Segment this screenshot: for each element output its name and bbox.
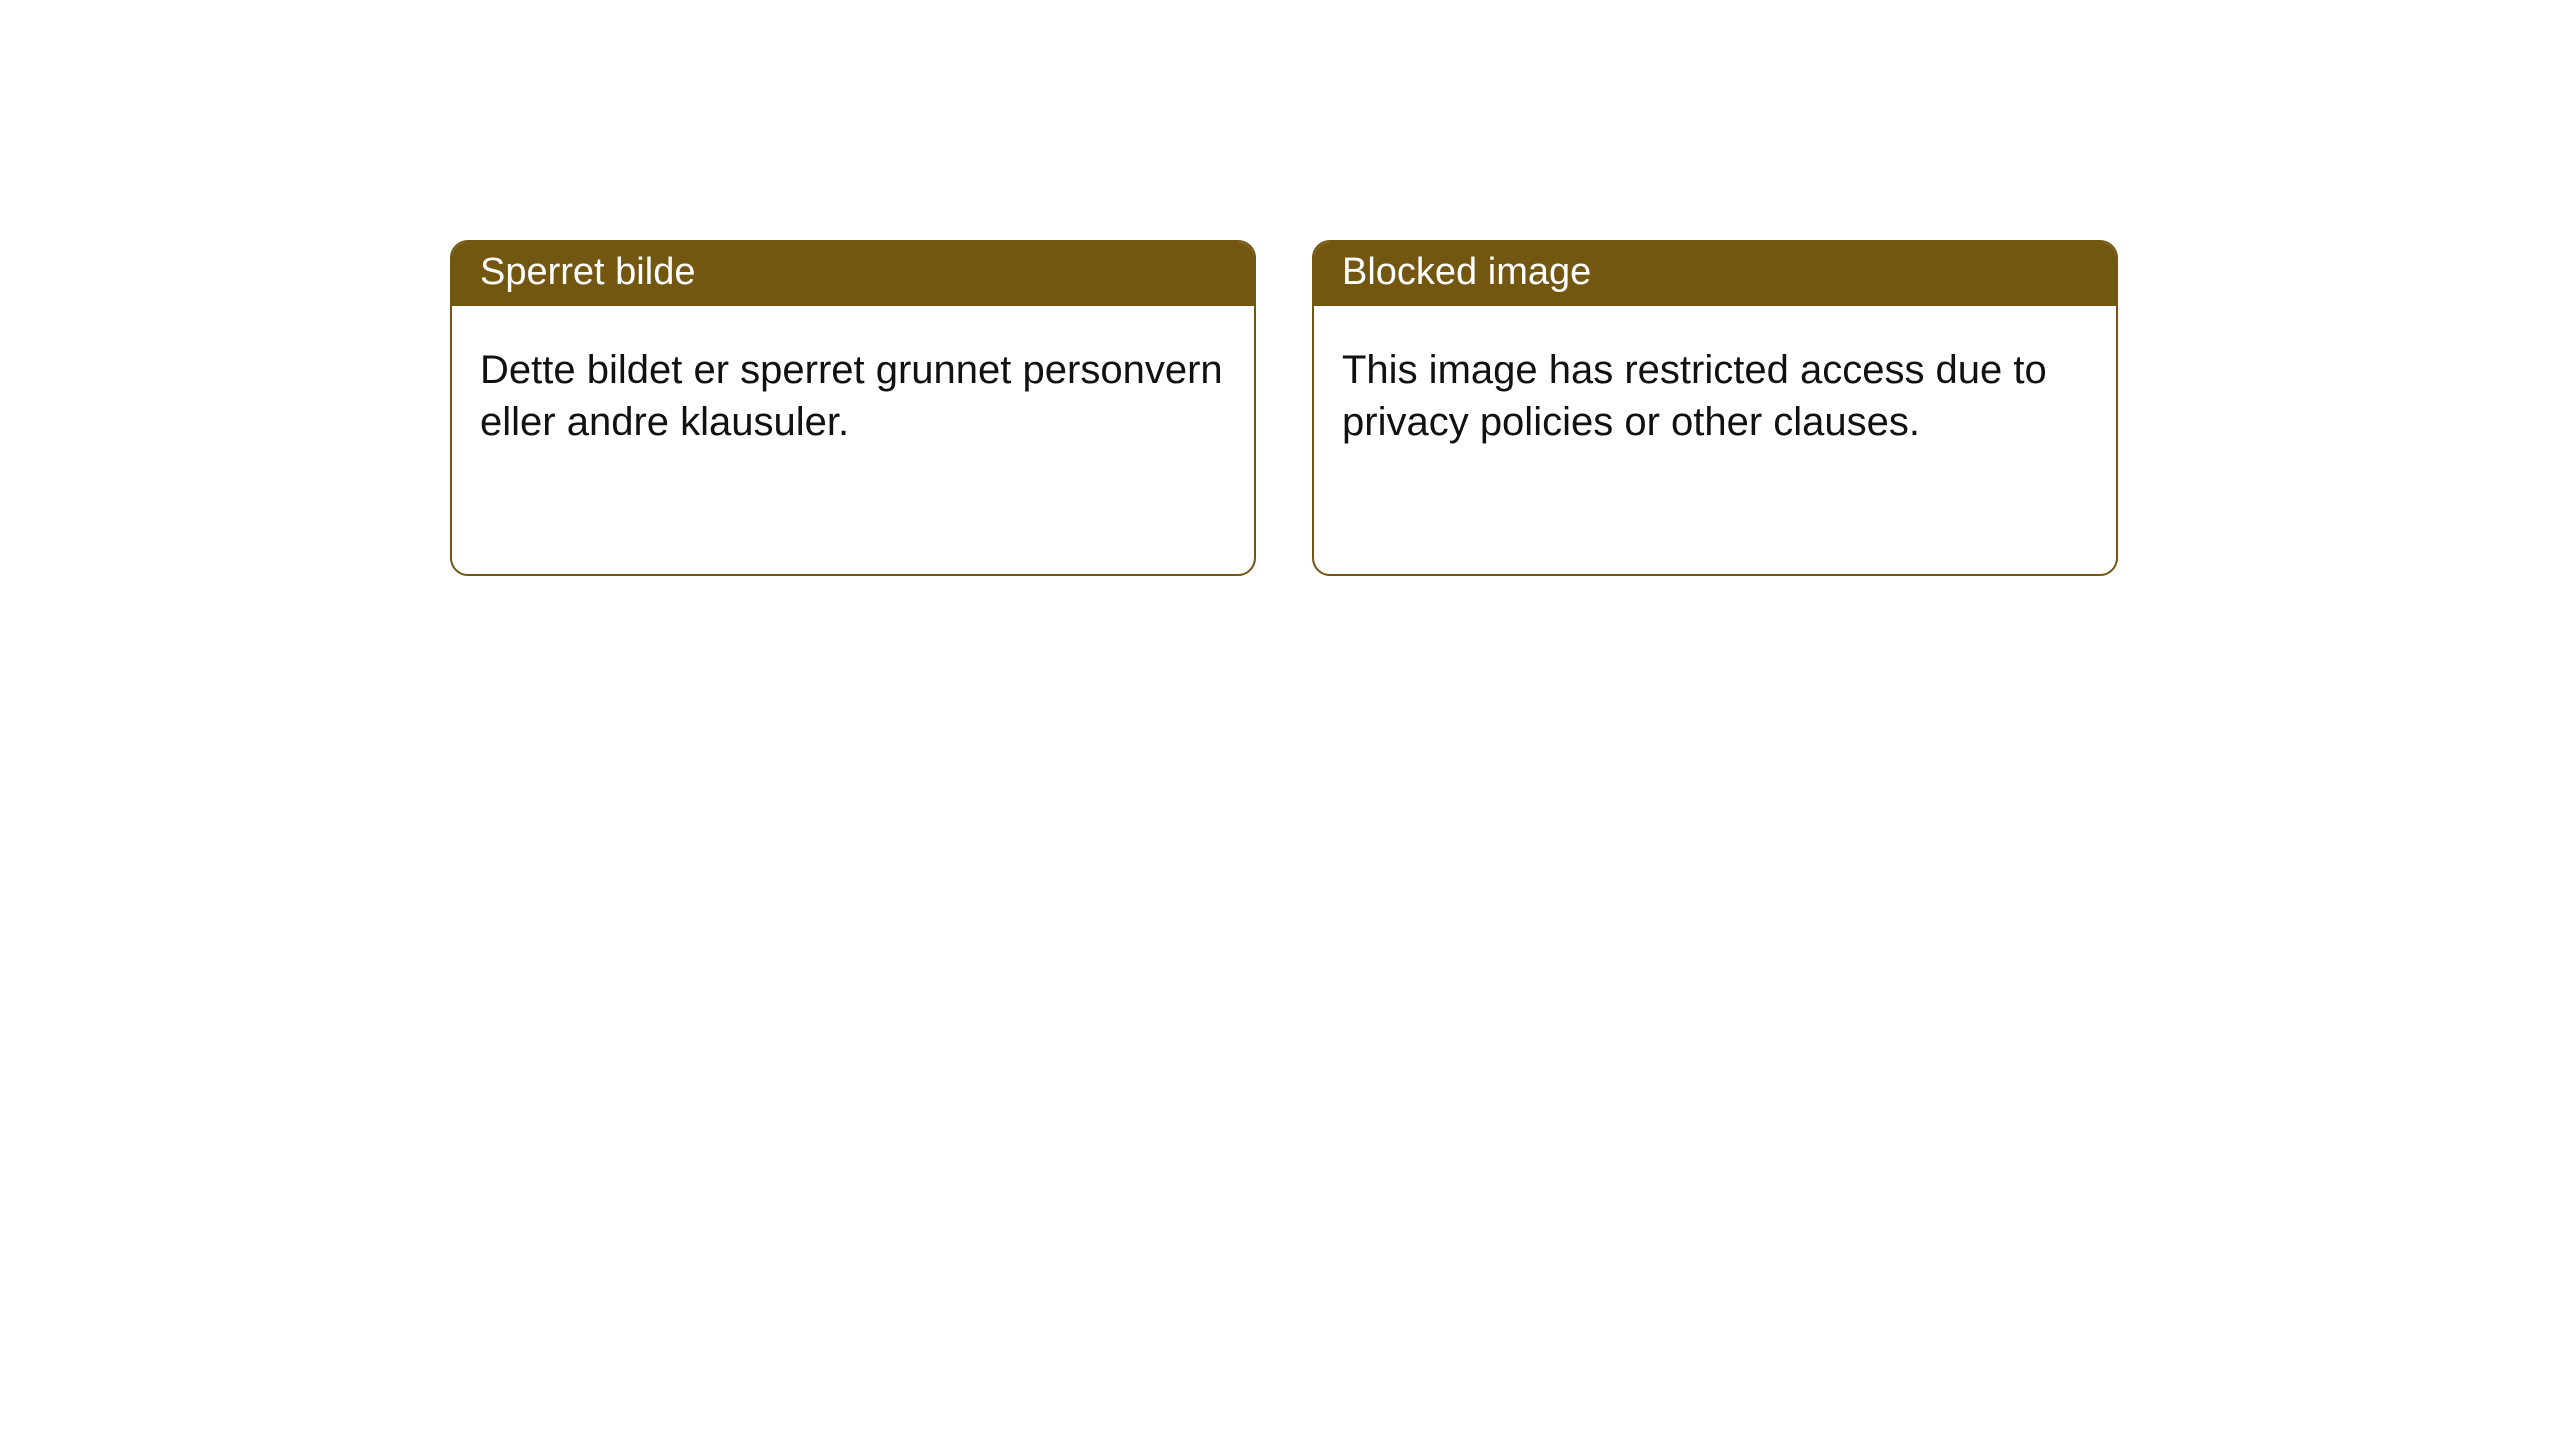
card-title: Sperret bilde xyxy=(480,251,695,293)
blocked-image-card-no: Sperret bilde Dette bildet er sperret gr… xyxy=(450,240,1256,576)
card-body-text: Dette bildet er sperret grunnet personve… xyxy=(480,348,1223,444)
card-header: Blocked image xyxy=(1314,242,2116,306)
card-title: Blocked image xyxy=(1342,251,1591,293)
notice-container: Sperret bilde Dette bildet er sperret gr… xyxy=(0,0,2560,576)
card-body-text: This image has restricted access due to … xyxy=(1342,348,2047,444)
card-body: Dette bildet er sperret grunnet personve… xyxy=(452,306,1254,486)
card-header: Sperret bilde xyxy=(452,242,1254,306)
card-body: This image has restricted access due to … xyxy=(1314,306,2116,486)
blocked-image-card-en: Blocked image This image has restricted … xyxy=(1312,240,2118,576)
